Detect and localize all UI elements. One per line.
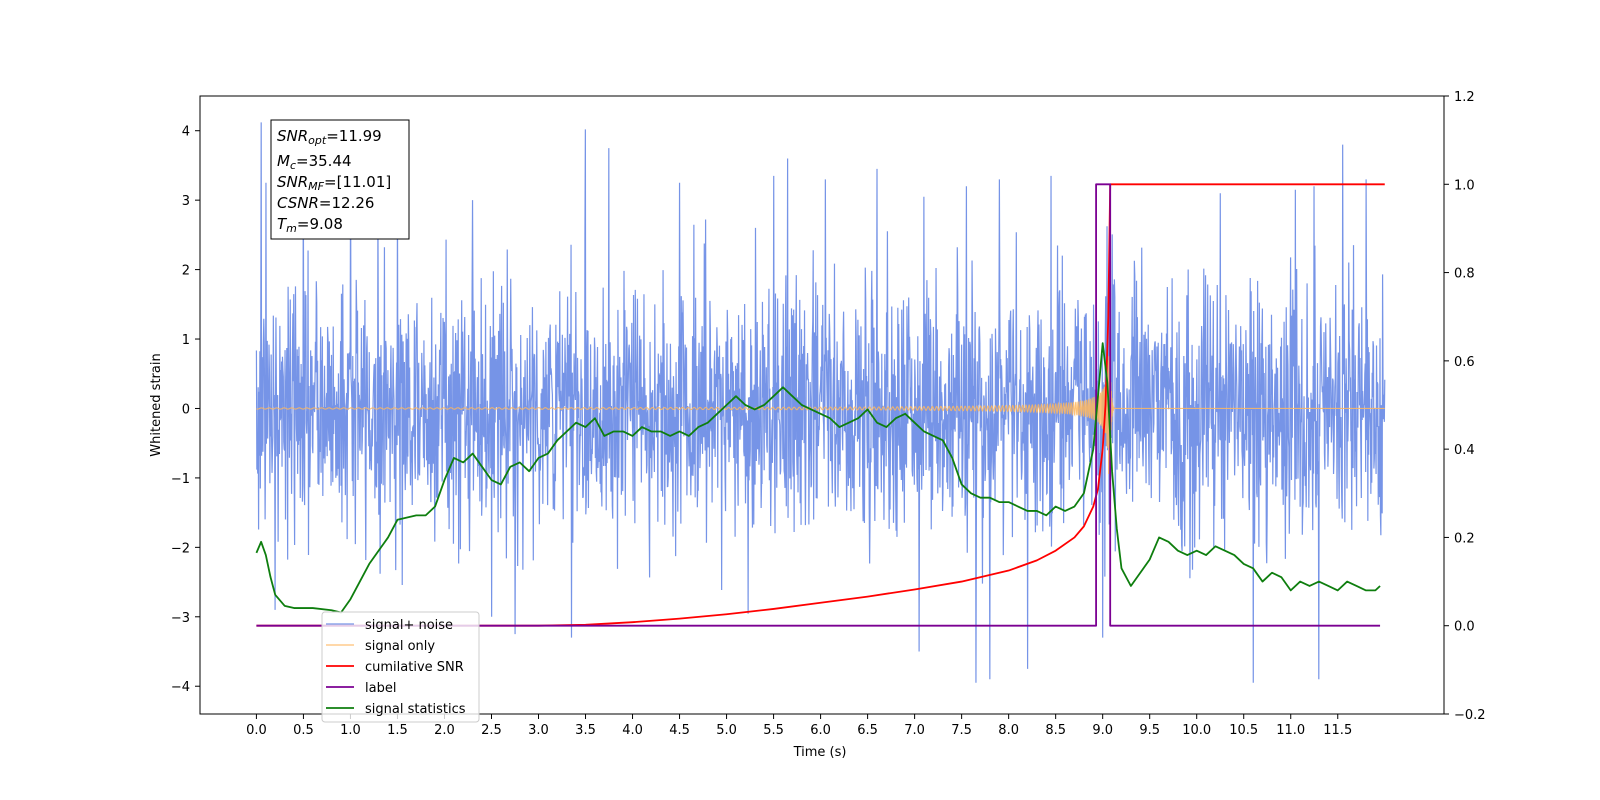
x-tick-label: 8.0 [998,723,1019,738]
y-left-tick-label: 1 [182,333,190,348]
legend: signal+ noise signal only cumilative SNR la… [321,611,480,723]
x-axis-label: Time (s) [793,745,847,760]
x-tick-label: 11.0 [1276,723,1305,738]
x-tick-label: 1.0 [340,723,361,738]
y-right-tick-label: 0.0 [1454,620,1475,635]
y-left-tick-label: 0 [182,402,190,417]
legend-label: cumilative SNR [365,660,464,675]
label-line [256,183,1381,627]
annotation-box: SNRopt=11.99 Mc=35.44 SNRMF=[11.01] CSNR… [270,119,410,240]
x-tick-label: 10.5 [1229,723,1258,738]
x-tick-label: 5.5 [763,723,784,738]
x-axis-ticks: 0.0 0.5 1.0 1.5 2.0 2.5 3.0 3.5 4.0 4.5 5.0 5.5 6.0 6… [246,714,1352,738]
y-axis-left-ticks: 4 3 2 1 0 −1 −2 −3 −4 [171,125,200,695]
annotation-line-snr-opt: SNRopt=11.99 [277,127,382,147]
legend-label: signal statistics [365,702,466,717]
annotation-line-mc: Mc=35.44 [277,152,352,172]
plot-frame [199,95,1445,715]
x-tick-label: 0.5 [293,723,314,738]
x-tick-label: 1.5 [387,723,408,738]
annotation-line-csnr: CSNR=12.26 [277,194,374,212]
right-axis-series [255,183,1385,627]
signal-noise-line [255,122,1386,683]
x-tick-label: 2.5 [481,723,502,738]
signal-only-series [256,356,1385,474]
legend-label: signal+ noise [365,618,453,633]
x-tick-label: 4.5 [669,723,690,738]
y-right-tick-label: 1.2 [1454,90,1475,105]
x-tick-label: 6.5 [857,723,878,738]
x-tick-label: 7.5 [951,723,972,738]
y-left-tick-label: 3 [182,194,190,209]
x-tick-label: 8.5 [1045,723,1066,738]
signal-only-line [256,356,1385,474]
x-tick-label: 7.0 [904,723,925,738]
y-left-tick-label: 2 [182,264,190,279]
y-left-tick-label: −1 [171,472,190,487]
x-tick-label: 9.0 [1092,723,1113,738]
x-tick-label: 9.5 [1139,723,1160,738]
y-right-tick-label: 0.6 [1454,355,1475,370]
y-right-tick-label: 0.2 [1454,531,1475,546]
x-tick-label: 6.0 [810,723,831,738]
x-tick-label: 3.0 [528,723,549,738]
x-tick-label: 4.0 [622,723,643,738]
annotation-line-tm: Tm=9.08 [277,215,343,235]
legend-label: signal only [365,639,435,654]
x-tick-label: 3.5 [575,723,596,738]
annotation-line-snr-mf: SNRMF=[11.01] [277,173,391,193]
y-right-tick-label: 0.4 [1454,443,1475,458]
signal-statistics-line [255,342,1381,614]
y-right-tick-label: −0.2 [1454,708,1486,723]
x-tick-label: 0.0 [246,723,267,738]
y-right-tick-label: 1.0 [1454,178,1475,193]
legend-label: label [365,681,396,696]
y-right-tick-label: 0.8 [1454,267,1475,282]
y-left-tick-label: −2 [171,541,190,556]
x-tick-label: 10.0 [1182,723,1211,738]
y-axis-label: Whitened strain [149,353,164,456]
y-axis-right-ticks: 1.2 1.0 0.8 0.6 0.4 0.2 0.0 −0.2 [1444,90,1486,723]
x-tick-label: 11.5 [1323,723,1352,738]
y-left-tick-label: 4 [182,125,190,140]
y-left-tick-label: −4 [171,680,190,695]
signal-noise-series [255,122,1386,683]
x-tick-label: 5.0 [716,723,737,738]
plot-area [255,122,1386,683]
y-left-tick-label: −3 [171,611,190,626]
legend-box [321,611,480,723]
x-tick-label: 2.0 [434,723,455,738]
cumulative-snr-line [256,183,1385,627]
